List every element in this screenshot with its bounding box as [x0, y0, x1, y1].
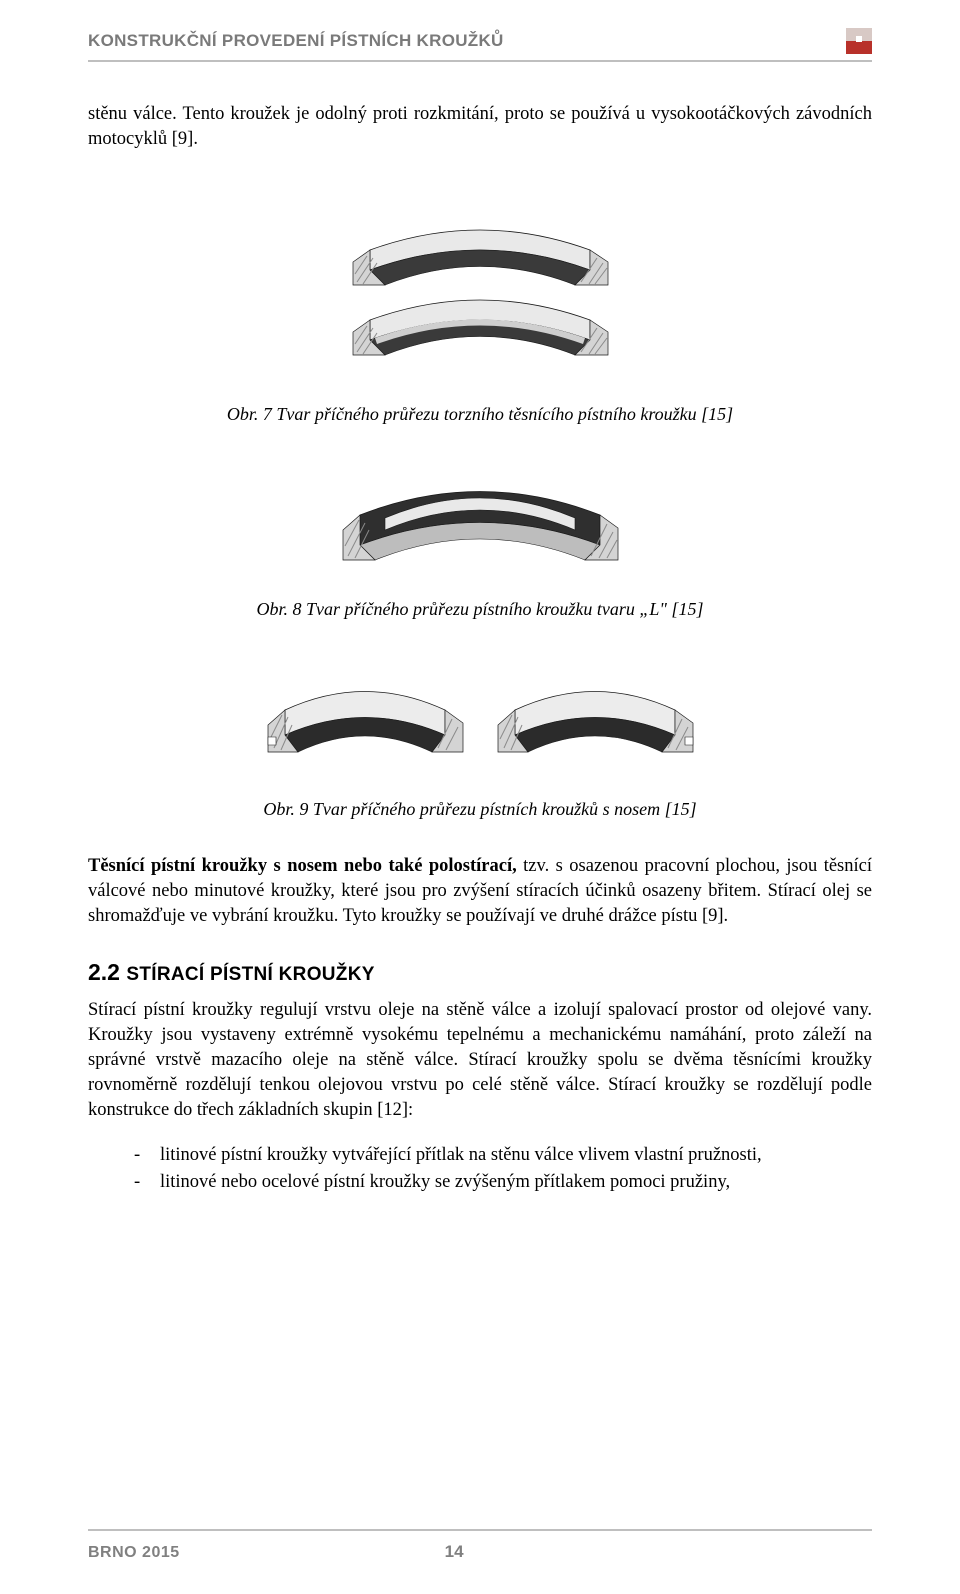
intro-paragraph: stěnu válce. Tento kroužek je odolný pro… [88, 102, 872, 152]
footer-page-number: 14 [445, 1541, 464, 1564]
figure-7-caption: Obr. 7 Tvar příčného průřezu torzního tě… [88, 402, 872, 426]
page-header: KONSTRUKČNÍ PROVEDENÍ PÍSTNÍCH KROUŽKŮ [88, 28, 872, 60]
list-item: litinové pístní kroužky vytvářející přít… [134, 1143, 872, 1168]
figure-8-caption: Obr. 8 Tvar příčného průřezu pístního kr… [88, 597, 872, 621]
heading-number: 2.2 [88, 959, 120, 985]
header-title: KONSTRUKČNÍ PROVEDENÍ PÍSTNÍCH KROUŽKŮ [88, 30, 504, 53]
section-2-2-heading: 2.2 STÍRACÍ PÍSTNÍ KROUŽKY [88, 957, 872, 988]
logo-icon [846, 28, 872, 54]
figure-9-caption: Obr. 9 Tvar příčného průřezu pístních kr… [88, 797, 872, 821]
list-item: litinové nebo ocelové pístní kroužky se … [134, 1170, 872, 1195]
figure-8 [88, 460, 872, 583]
figure-9 [88, 655, 872, 783]
figure-7 [88, 190, 872, 388]
bullet-list: litinové pístní kroužky vytvářející přít… [88, 1143, 872, 1197]
footer-brno: BRNO 2015 [88, 1542, 180, 1564]
tesnici-bold: Těsnící pístní kroužky s nosem nebo také… [88, 856, 523, 876]
heading-label: STÍRACÍ PÍSTNÍ KROUŽKY [126, 964, 374, 985]
stiraci-paragraph: Stírací pístní kroužky regulují vrstvu o… [88, 998, 872, 1123]
footer-rule [88, 1529, 872, 1531]
header-rule [88, 60, 872, 62]
tesnici-paragraph: Těsnící pístní kroužky s nosem nebo také… [88, 854, 872, 929]
page-footer: BRNO 2015 14 [88, 1501, 872, 1564]
